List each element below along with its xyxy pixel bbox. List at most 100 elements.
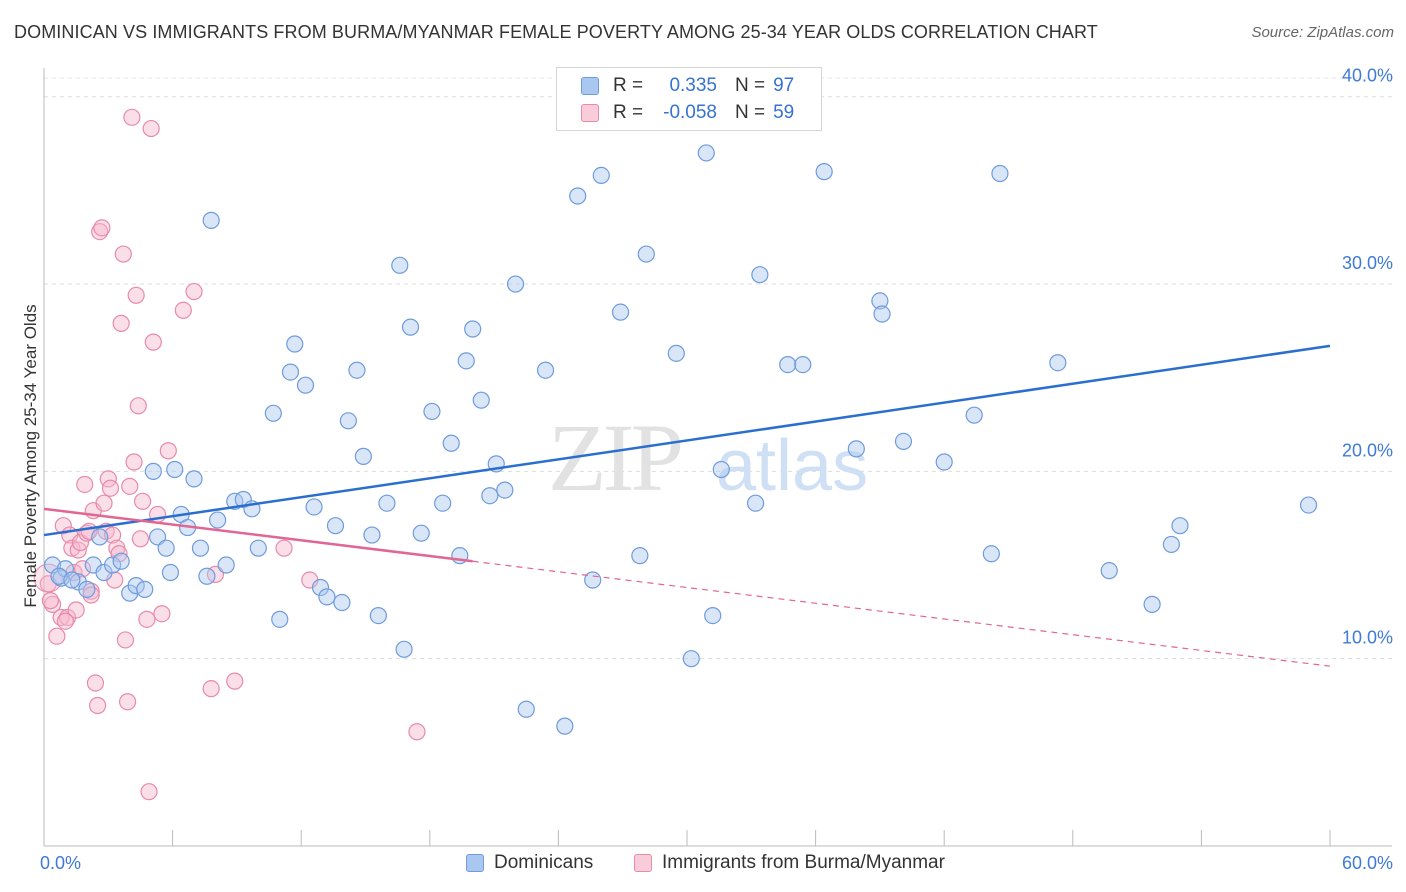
data-point-burma — [127, 286, 145, 304]
data-point-dominicans — [611, 303, 630, 321]
y-tick-label: 30.0% — [1342, 253, 1393, 273]
data-point-dominicans — [161, 563, 180, 582]
data-point-dominicans — [496, 481, 514, 499]
data-point-burma — [88, 696, 107, 715]
data-point-dominicans — [779, 355, 797, 374]
data-point-burma — [112, 314, 130, 332]
data-point-dominicans — [894, 432, 913, 450]
data-point-dominicans — [457, 352, 475, 370]
data-point-burma — [41, 592, 60, 610]
data-point-burma — [202, 680, 220, 698]
legend-r-value: -0.058 — [663, 102, 717, 123]
data-point-dominicans — [481, 487, 499, 505]
legend-swatch-blue — [581, 77, 599, 95]
data-point-dominicans — [556, 717, 574, 735]
data-point-dominicans — [234, 490, 252, 509]
legend-item-burma: Immigrants from Burma/Myanmar — [634, 852, 945, 874]
legend-swatch-blue — [466, 854, 484, 872]
data-point-dominicans — [185, 470, 203, 488]
data-point-dominicans — [536, 361, 555, 379]
data-point-dominicans — [103, 556, 122, 574]
correlation-legend: R = 0.335 N = 97 R = -0.058 N = 59 — [556, 67, 822, 131]
data-point-dominicans — [423, 402, 441, 421]
data-point-burma — [159, 442, 177, 460]
legend-n-value: 59 — [773, 102, 795, 123]
data-point-dominicans — [198, 567, 216, 585]
data-point-dominicans — [354, 447, 372, 465]
data-point-burma — [275, 539, 293, 557]
data-point-dominicans — [281, 363, 300, 381]
data-point-burma — [63, 539, 81, 557]
watermark-atlas: atlas — [716, 426, 868, 506]
data-point-dominicans — [472, 391, 490, 409]
legend-n-label: N = — [735, 75, 766, 96]
data-point-burma — [185, 282, 203, 301]
y-axis-label: Female Poverty Among 25-34 Year Olds — [21, 304, 40, 607]
data-point-dominicans — [935, 453, 953, 471]
data-point-dominicans — [311, 578, 330, 597]
data-point-burma — [131, 530, 150, 548]
axes — [43, 68, 1392, 847]
data-point-dominicans — [667, 344, 685, 362]
data-point-dominicans — [296, 376, 315, 394]
legend-r-label: R = — [613, 102, 644, 123]
data-point-dominicans — [982, 545, 1000, 563]
data-point-dominicans — [815, 163, 833, 181]
data-point-burma — [125, 453, 143, 471]
data-point-dominicans — [873, 305, 891, 323]
data-point-dominicans — [136, 580, 154, 598]
legend-r-value: 0.335 — [669, 75, 717, 96]
data-point-burma — [142, 119, 160, 138]
data-point-dominicans — [157, 539, 175, 557]
legend-swatch-pink — [634, 854, 652, 872]
data-point-dominicans — [127, 577, 145, 595]
data-point-dominicans — [166, 460, 184, 479]
data-point-dominicans — [631, 547, 649, 565]
data-point-dominicans — [1100, 562, 1118, 580]
legend-label-burma: Immigrants from Burma/Myanmar — [662, 852, 945, 873]
data-point-dominicans — [871, 292, 889, 310]
gridlines — [44, 77, 1392, 660]
data-point-dominicans — [442, 434, 460, 452]
data-point-dominicans — [339, 412, 357, 430]
data-point-dominicans — [637, 245, 655, 263]
data-point-dominicans — [264, 404, 282, 422]
data-point-burma — [408, 723, 426, 741]
data-point-burma — [33, 563, 63, 593]
data-point-dominicans — [217, 556, 235, 574]
data-point-burma — [67, 601, 85, 619]
data-point-dominicans — [847, 440, 865, 458]
data-point-dominicans — [1049, 354, 1067, 372]
data-point-burma — [123, 108, 141, 126]
data-point-dominicans — [91, 528, 109, 546]
data-point-burma — [129, 397, 147, 415]
data-point-dominicans — [369, 606, 387, 625]
data-point-dominicans — [318, 588, 336, 606]
trend-line-burma-extension — [472, 560, 1331, 667]
data-point-dominicans — [333, 593, 351, 612]
data-point-burma — [118, 693, 137, 711]
legend-row-dominicans: R = 0.335 N = 97 — [581, 73, 794, 99]
data-point-dominicans — [517, 700, 535, 718]
data-point-burma — [133, 492, 152, 510]
legend-row-burma: R = -0.058 N = 59 — [581, 100, 794, 126]
data-point-dominicans — [412, 524, 430, 542]
data-point-dominicans — [378, 494, 396, 512]
data-point-burma — [153, 605, 171, 623]
data-point-burma — [174, 301, 192, 319]
trend-lines — [43, 344, 1331, 667]
data-point-dominicans — [592, 166, 610, 185]
data-point-burma — [138, 610, 156, 628]
data-point-burma — [144, 333, 162, 351]
series-dominicans-points — [43, 112, 1318, 735]
data-point-dominicans — [991, 164, 1009, 183]
data-point-dominicans — [209, 511, 227, 529]
data-point-dominicans — [348, 361, 366, 379]
data-point-burma — [121, 477, 139, 495]
legend-n-value: 97 — [773, 75, 795, 96]
data-point-burma — [103, 526, 122, 544]
data-point-burma — [54, 517, 72, 535]
data-point-burma — [95, 494, 113, 512]
data-point-dominicans — [202, 211, 220, 229]
legend-n-label: N = — [735, 102, 766, 123]
